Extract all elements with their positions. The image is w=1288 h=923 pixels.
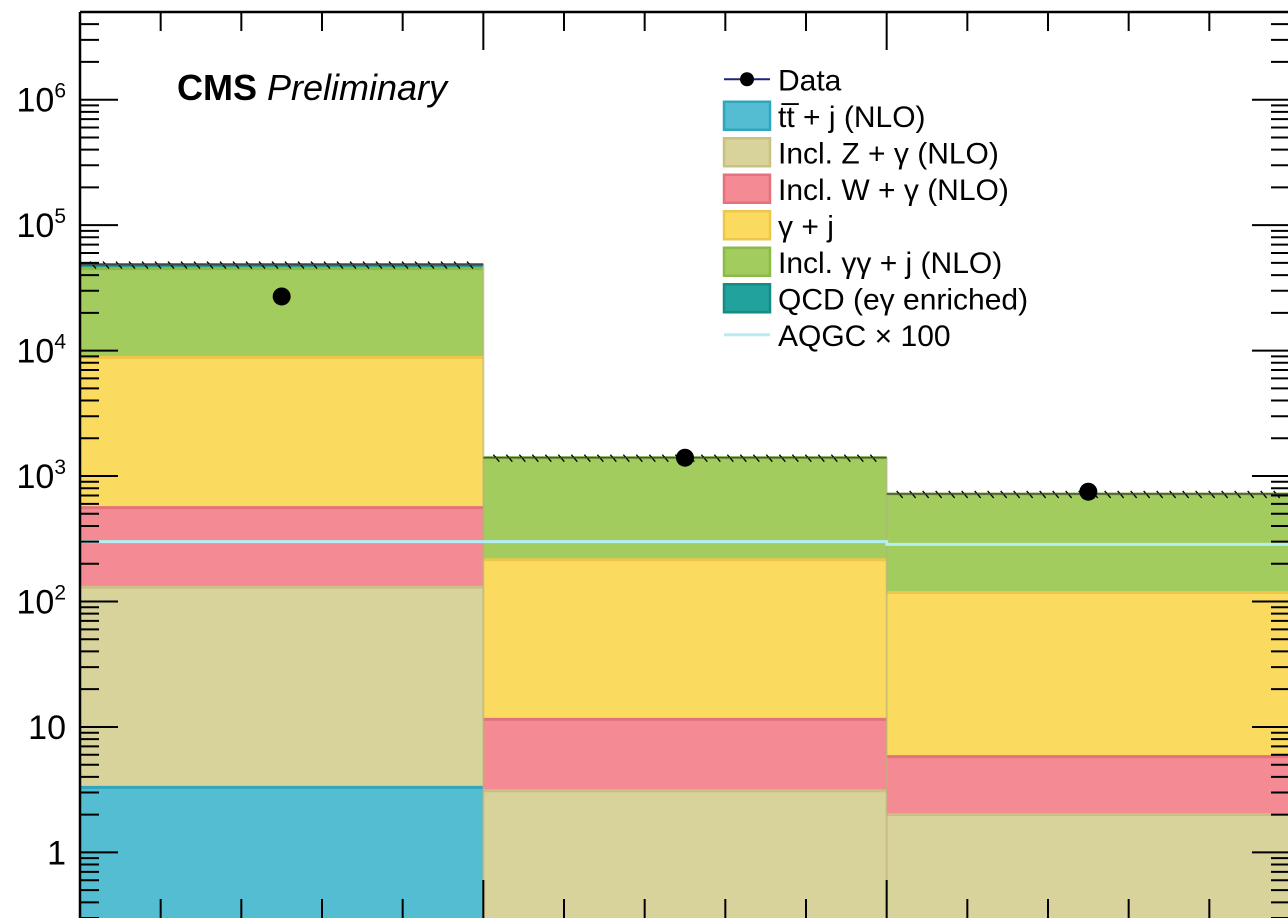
- legend-swatch: [722, 100, 772, 131]
- y-tick-label-2: 10: [28, 709, 66, 747]
- y-tick-base: 10: [16, 207, 54, 245]
- legend-entry-5: γ + j: [722, 210, 834, 243]
- y-tick-label-3: 102: [16, 581, 66, 621]
- legend-entry-1: Data: [724, 64, 842, 97]
- legend-entry-6: Incl. γγ + j (NLO): [722, 246, 1002, 280]
- legend-entry-3: Incl. Z + γ (NLO): [722, 137, 999, 170]
- y-tick-label-1: 1: [47, 834, 66, 872]
- legend-entry-7: QCD (eγ enriched): [722, 283, 1028, 316]
- legend-entry-4: Incl. W + γ (NLO): [722, 173, 1009, 207]
- cms-status-text: Preliminary: [267, 67, 449, 108]
- y-tick-base: 10: [16, 82, 54, 120]
- legend-label: tt̅ + j (NLO): [778, 101, 926, 134]
- uncertainty-hatch: [80, 261, 1288, 499]
- stack-bars: [80, 263, 1288, 918]
- legend-label: Incl. W + γ (NLO): [778, 174, 1009, 207]
- aqgc-series-line: [80, 540, 1288, 546]
- y-tick-exponent: 5: [54, 205, 66, 228]
- legend: Data tt̅ + j (NLO)Incl. Z + γ (NLO) Incl. …: [722, 64, 1028, 353]
- legend-label: γ + j: [778, 210, 834, 243]
- legend-label: Data: [778, 64, 842, 97]
- y-tick-base: 10: [16, 333, 54, 371]
- cms-label: CMS Preliminary: [177, 67, 449, 108]
- y-tick-base: 10: [16, 458, 54, 496]
- data-points: [272, 287, 1098, 501]
- plot-frame: [78, 10, 1288, 918]
- y-tick-label-6: 105: [16, 205, 66, 245]
- y-tick-label-5: 104: [16, 331, 66, 371]
- legend-entry-8: AQGC × 100: [724, 320, 951, 353]
- axis-ticks: [79, 11, 1288, 919]
- legend-label: QCD (eγ enriched): [778, 283, 1028, 316]
- y-tick-exponent: 2: [54, 581, 66, 604]
- data-point-3: [1079, 482, 1098, 501]
- bar-1-bin-1: [80, 787, 484, 918]
- data-point-2: [676, 448, 694, 467]
- legend-swatch: [722, 137, 772, 168]
- aqgc-line: [80, 540, 1288, 546]
- legend-label: Incl. γγ + j (NLO): [778, 247, 1002, 280]
- legend-point-marker: [740, 72, 754, 87]
- bar-2-bin-3: [886, 814, 1288, 918]
- y-tick-exponent: 6: [54, 80, 66, 103]
- data-point-1: [272, 287, 291, 306]
- legend-swatch: [722, 283, 772, 314]
- y-tick-label-4: 103: [16, 456, 66, 496]
- y-tick-exponent: 4: [54, 331, 66, 354]
- legend-swatch: [722, 246, 772, 277]
- y-tick-exponent: 3: [54, 456, 66, 479]
- legend-label: AQGC × 100: [778, 320, 951, 353]
- legend-entry-2: tt̅ + j (NLO): [722, 100, 926, 134]
- y-tick-label-7: 106: [16, 80, 66, 120]
- bar-2-bin-2: [483, 790, 887, 918]
- y-tick-base: 10: [16, 583, 54, 621]
- legend-label: Incl. Z + γ (NLO): [778, 137, 999, 170]
- cms-experiment-text: CMS: [177, 67, 257, 108]
- legend-swatch: [722, 210, 772, 241]
- legend-swatch: [722, 173, 772, 204]
